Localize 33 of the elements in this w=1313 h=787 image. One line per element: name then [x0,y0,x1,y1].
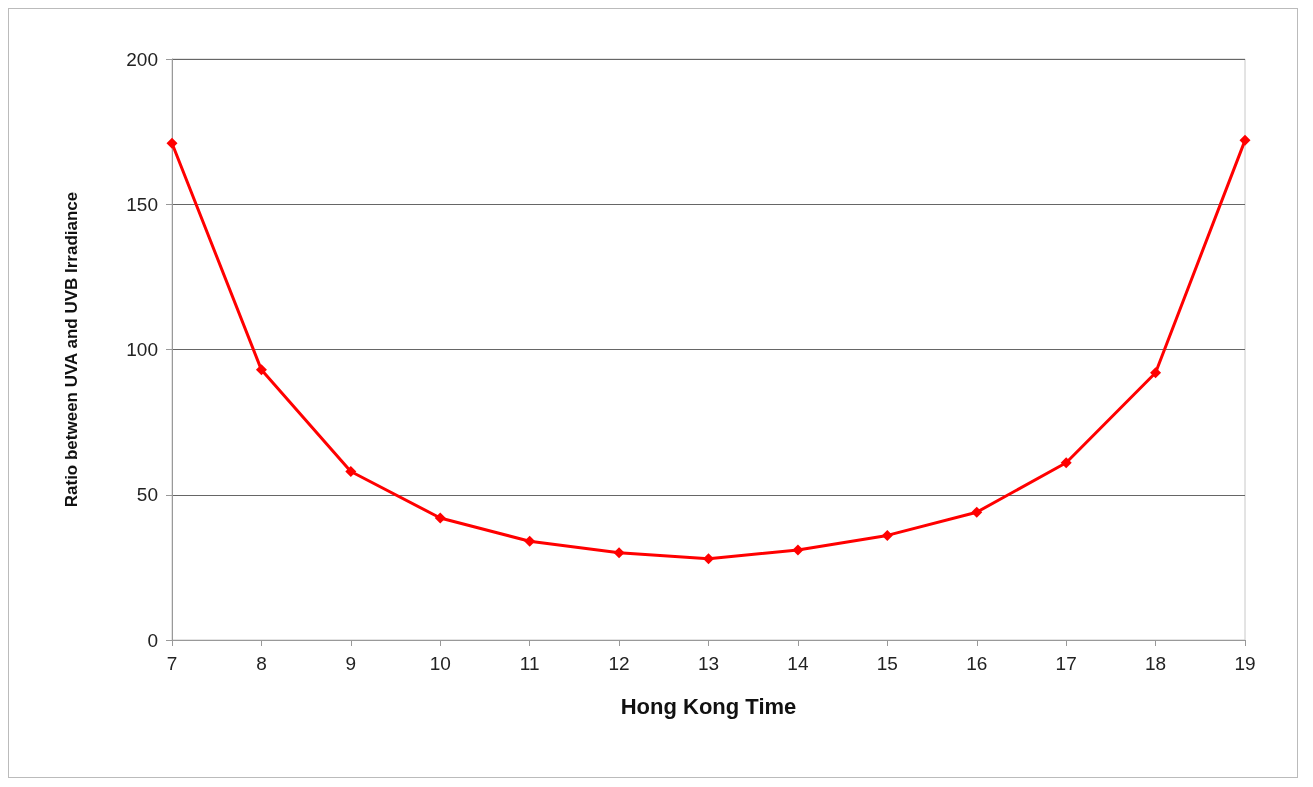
point [345,466,357,478]
x-tick-label: 15 [876,653,898,674]
x-tick-label: 7 [166,653,178,674]
point [1239,134,1251,146]
y-tick-label: 50 [136,484,158,506]
x-tick-label: 13 [697,653,720,674]
point [1060,457,1072,469]
point [613,547,625,559]
x-tick-label: 14 [787,653,809,674]
point [255,364,267,376]
y-axis-title: Ratio between UVA and UVB Irradiance [62,191,81,508]
x-tick-label: 10 [429,653,451,674]
x-tick-label: 8 [256,653,267,674]
x-axis-title: Hong Kong Time [620,693,797,719]
x-tick-label: 16 [966,653,988,674]
y-tick-label: 200 [126,48,158,70]
point [792,544,804,556]
point [881,529,893,541]
point [524,535,536,547]
y-tick-label: 100 [126,339,158,360]
x-tick-label: 11 [519,653,540,674]
point [703,553,714,565]
x-tick-label: 17 [1055,653,1077,674]
y-tick-label: 0 [147,629,158,651]
y-tick-label: 150 [126,193,158,215]
point [166,137,178,149]
point [971,506,983,518]
point [434,512,446,524]
point [1150,367,1162,379]
x-tick-label: 18 [1145,653,1167,674]
x-tick-label: 9 [345,653,357,674]
x-tick-label: 19 [1234,653,1256,674]
x-tick-label: 12 [608,653,630,674]
